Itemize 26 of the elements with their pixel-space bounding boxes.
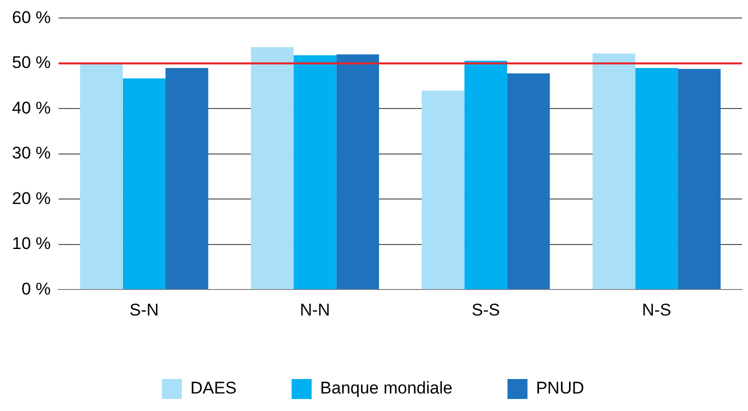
bar [166,68,208,290]
bar [464,60,508,290]
legend-label: Banque mondiale [320,378,452,398]
legend-label: DAES [190,378,237,398]
x-tick-label: N-N [300,300,330,320]
x-tick-label: S-N [130,300,159,320]
y-tick-label: 0 % [21,279,51,298]
y-tick-label: 60 % [12,8,51,27]
legend-label: PNUD [536,378,584,398]
x-tick-label: S-S [472,300,500,320]
bar [80,63,123,290]
bar [507,73,550,290]
bar [592,53,636,290]
y-tick-label: 10 % [12,234,51,254]
bar [422,90,464,290]
bar [122,78,166,290]
bar [635,68,678,290]
y-tick-label: 50 % [12,53,51,72]
bar [336,54,380,290]
x-tick-label: N-S [642,300,672,320]
bar [250,47,294,290]
bar [294,55,336,290]
y-tick-label: 20 % [12,188,51,208]
y-tick-label: 30 % [12,144,51,163]
bar [678,68,721,290]
y-tick-label: 40 % [12,98,51,118]
